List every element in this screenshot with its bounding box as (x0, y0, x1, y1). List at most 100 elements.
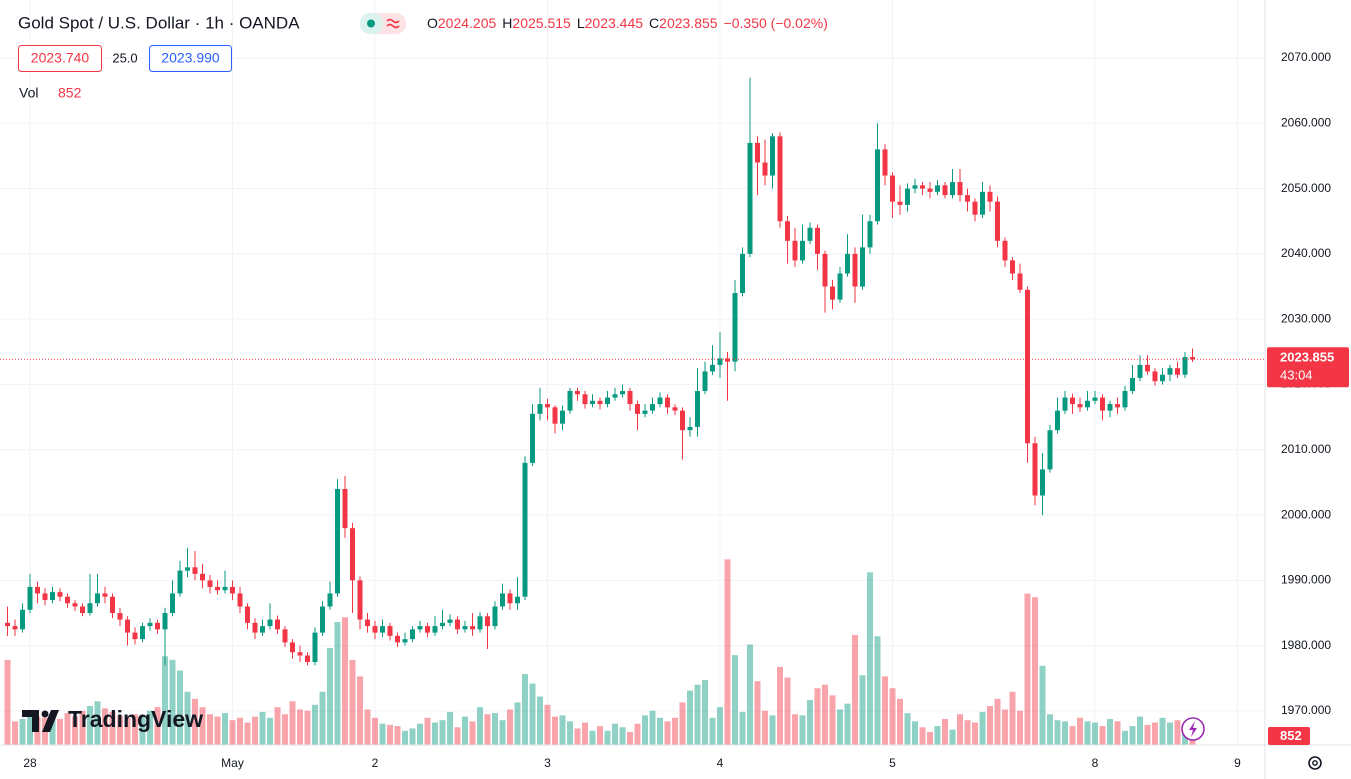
candle-body (230, 586, 235, 594)
candle-body (702, 371, 708, 392)
candle-body (320, 606, 325, 633)
volume-bar (1009, 691, 1016, 745)
l-value: 2023.445 (585, 15, 644, 31)
volume-bar (514, 702, 521, 745)
candle-body (27, 586, 33, 610)
volume-bar (192, 698, 198, 745)
volume-bar (934, 726, 941, 745)
candle-body (927, 188, 933, 192)
candle-body (912, 185, 918, 189)
candle-body (612, 394, 618, 398)
volume-bar (837, 709, 843, 745)
candle-body (177, 570, 183, 594)
volume-bar (12, 721, 18, 745)
volume-bar (1152, 722, 1158, 745)
volume-bar (109, 711, 116, 745)
candle-body (1160, 374, 1165, 382)
candle-body (125, 619, 130, 633)
volume-bar (27, 714, 33, 745)
volume-bar (252, 716, 258, 745)
y-tick-label: 2050.000 (1281, 181, 1331, 195)
volume-bar (1077, 717, 1083, 745)
candle-body (275, 619, 280, 630)
volume-bar (184, 691, 191, 745)
candle-body (687, 426, 693, 431)
bid-box[interactable] (18, 45, 102, 72)
ohlc-legend: O2024.205 H2025.515 L2023.445 C2023.855 −0.3… (427, 15, 828, 31)
candle-body (425, 626, 430, 633)
candle-body (620, 391, 625, 395)
candle-body (455, 619, 460, 630)
candle-body (560, 410, 565, 424)
volume-bar (454, 727, 461, 745)
candle-body (1085, 400, 1090, 408)
candle-body (260, 626, 265, 633)
candle-body (1137, 364, 1143, 378)
volume-bar (319, 691, 326, 745)
candle-body (657, 397, 663, 405)
volume-bar (522, 674, 528, 745)
candle-body (1010, 260, 1015, 274)
candle-body (935, 185, 940, 192)
candle-body (1047, 430, 1053, 470)
candle-body (582, 394, 588, 405)
volume-bar (724, 559, 731, 745)
candle-body (387, 626, 393, 636)
candle-body (597, 400, 603, 405)
candle-body (65, 596, 70, 604)
volume-bar (747, 644, 753, 745)
x-tick-label: 4 (717, 756, 724, 770)
candle-body (777, 136, 783, 222)
brand-name: TradingView (68, 706, 203, 732)
volume-bar (777, 666, 783, 745)
candle-body (942, 185, 948, 196)
volume-bar (154, 707, 161, 745)
volume-bar (64, 713, 71, 745)
candle-body (35, 586, 40, 594)
candle-body (627, 391, 633, 405)
volume-bar (829, 695, 836, 745)
volume-bar (394, 726, 401, 745)
candle-body (252, 622, 258, 633)
candle-body (1092, 397, 1098, 401)
candle-body (845, 253, 850, 274)
y-tick-label: 2040.000 (1281, 246, 1331, 260)
candle-body (492, 606, 498, 627)
volume-bar (274, 707, 281, 745)
candle-body (312, 632, 318, 663)
candle-body (650, 404, 655, 411)
volume-bar (942, 718, 948, 745)
volume-bar (424, 717, 431, 745)
volume-bar (1099, 726, 1106, 745)
volume-bar (207, 714, 213, 745)
ask-box[interactable] (149, 45, 232, 72)
volume-badge (1268, 727, 1310, 745)
candle-body (755, 142, 760, 163)
candle-body (200, 573, 205, 581)
settings-icon[interactable] (1308, 756, 1322, 770)
volume-bar (604, 730, 611, 745)
candle-body (665, 397, 670, 408)
candle-body (1115, 404, 1120, 408)
countdown-label: 43:04 (1280, 368, 1313, 383)
volume-bar (979, 711, 986, 745)
volume-bar (282, 714, 288, 745)
volume-bar (1002, 709, 1008, 745)
volume-bar (477, 707, 483, 745)
candle-body (410, 629, 415, 640)
candle-body (87, 603, 93, 614)
volume-bar (19, 718, 26, 745)
volume-bar (972, 722, 978, 745)
volume-bar (649, 710, 656, 745)
volume-bar (754, 681, 761, 745)
candle-body (215, 586, 220, 591)
candle-body (800, 240, 805, 261)
candle-body (1070, 397, 1075, 405)
candle-body (102, 593, 108, 597)
x-tick-label: 28 (23, 756, 37, 770)
volume-bar (1047, 714, 1053, 745)
candle-body (1175, 368, 1180, 375)
candle-body (530, 413, 535, 463)
volume-bar (1069, 726, 1076, 745)
candle-body (545, 404, 550, 408)
